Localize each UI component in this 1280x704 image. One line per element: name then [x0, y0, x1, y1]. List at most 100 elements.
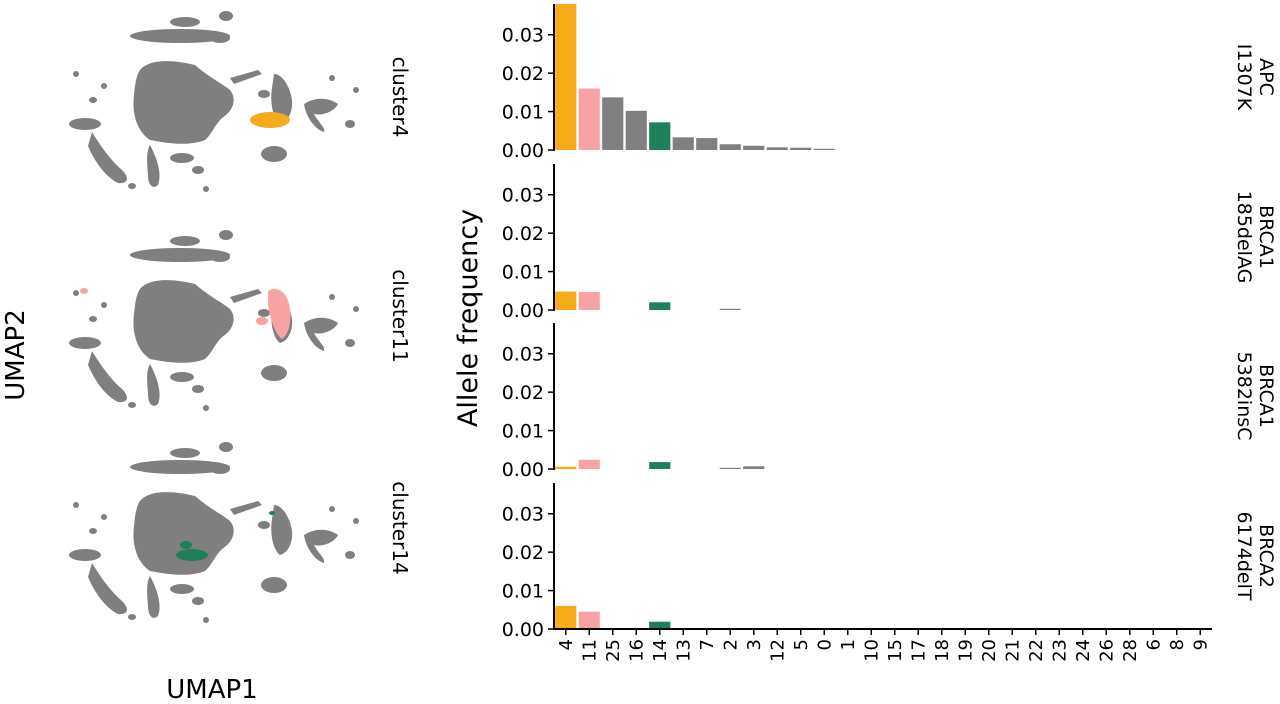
x-tick-label: 7	[697, 639, 718, 650]
cell-cluster	[130, 29, 230, 43]
bar-4	[555, 466, 577, 469]
bar-y-label: Allele frequency	[453, 209, 484, 427]
bar-2	[719, 308, 741, 310]
cell-cluster	[353, 518, 359, 524]
bar-11	[578, 611, 600, 629]
y-tick-label: 0.02	[502, 63, 544, 85]
x-tick-label: 13	[673, 639, 694, 662]
x-tick-label: 20	[979, 639, 1000, 662]
cell-cluster	[88, 132, 127, 184]
bar-3	[743, 145, 765, 150]
bar-panel-4: 0.00 0.01 0.02 0.03 BRCA26174delT	[502, 483, 1277, 641]
bar-panel-1: 0.00 0.01 0.02 0.03 APCI1307K	[502, 4, 1277, 162]
x-tick-label: 23	[1049, 639, 1070, 662]
bar-11	[578, 88, 600, 150]
cell-cluster	[147, 364, 160, 406]
bar-14	[649, 462, 671, 469]
x-tick-label: 24	[1073, 639, 1094, 662]
panel-label-2: BRCA1185delAG	[1233, 191, 1277, 284]
cell-cluster	[353, 306, 359, 312]
cell-cluster	[304, 529, 338, 563]
umap-x-label: UMAP1	[166, 675, 257, 704]
umap-y-label: UMAP2	[1, 309, 31, 400]
y-tick-label: 0.00	[502, 300, 544, 322]
x-tick-label: 15	[885, 639, 906, 662]
y-tick-label: 0.01	[502, 262, 544, 284]
x-tick-label: 11	[579, 639, 600, 662]
cell-cluster	[261, 577, 287, 593]
bar-4	[555, 4, 577, 150]
cell-cluster	[170, 153, 194, 163]
cell-cluster	[258, 90, 270, 98]
x-tick-label: 12	[767, 639, 788, 662]
bar-4	[555, 291, 577, 310]
x-tick-label: 10	[861, 639, 882, 662]
bar-0	[813, 148, 835, 150]
cell-cluster	[192, 385, 204, 393]
cell-cluster	[88, 351, 127, 403]
cell-cluster	[261, 146, 287, 162]
cell-cluster	[192, 597, 204, 605]
cell-cluster	[147, 576, 160, 618]
highlighted-cells	[268, 289, 291, 339]
bar-panel-2: 0.00 0.01 0.02 0.03 BRCA1185delAG	[502, 164, 1277, 322]
cell-cluster	[101, 302, 107, 308]
umap-panel-label-1: cluster4	[388, 57, 412, 138]
cell-cluster	[210, 464, 230, 474]
x-tick-label: 16	[626, 639, 647, 662]
cell-cluster	[89, 97, 97, 103]
x-tick-label: 8	[1167, 639, 1188, 650]
cell-cluster	[170, 372, 194, 382]
cell-cluster	[89, 528, 97, 534]
cell-cluster	[88, 563, 127, 615]
cell-cluster	[203, 617, 209, 623]
cell-cluster	[271, 505, 293, 555]
cell-cluster	[69, 118, 101, 130]
cell-cluster	[219, 11, 233, 21]
x-tick-label: 1	[838, 639, 859, 650]
bar-2	[719, 144, 741, 150]
y-tick-label: 0.02	[502, 223, 544, 245]
cell-cluster	[329, 294, 335, 300]
cell-cluster	[353, 87, 359, 93]
umap-panel-label-2: cluster11	[388, 269, 412, 362]
x-tick-label: 21	[1002, 639, 1023, 662]
cell-cluster	[203, 186, 209, 192]
cell-cluster	[203, 405, 209, 411]
y-tick-label: 0.00	[502, 459, 544, 481]
y-tick-label: 0.03	[502, 504, 544, 526]
cell-cluster	[210, 252, 230, 262]
cell-cluster	[345, 120, 355, 128]
bar-13	[672, 137, 694, 150]
cell-cluster	[73, 71, 79, 77]
cell-cluster	[101, 514, 107, 520]
y-tick-label: 0.00	[502, 619, 544, 641]
x-tick-label: 6	[1143, 639, 1164, 650]
x-tick-label: 5	[791, 639, 812, 650]
panel-label-3: BRCA15382insC	[1233, 352, 1277, 441]
y-tick-label: 0.01	[502, 581, 544, 603]
cell-cluster	[230, 70, 262, 84]
cell-cluster	[133, 61, 234, 144]
cell-cluster	[210, 33, 230, 43]
x-tick-label: 4	[556, 639, 577, 650]
highlighted-cells	[180, 541, 192, 549]
cell-cluster	[128, 614, 136, 620]
bar-11	[578, 291, 600, 310]
cell-cluster	[329, 506, 335, 512]
highlighted-cells	[80, 288, 88, 294]
y-tick-label: 0.01	[502, 421, 544, 443]
cell-cluster	[133, 492, 234, 575]
x-tick-label: 14	[650, 639, 671, 662]
bar-14	[649, 122, 671, 150]
cell-cluster	[345, 339, 355, 347]
cell-cluster	[147, 145, 160, 187]
umap-panel-1	[69, 11, 359, 192]
y-tick-label: 0.00	[502, 140, 544, 162]
bar-7	[696, 138, 718, 150]
cell-cluster	[271, 74, 293, 124]
bar-14	[649, 621, 671, 629]
bar-5	[790, 147, 812, 150]
umap-panel-2	[69, 230, 359, 411]
